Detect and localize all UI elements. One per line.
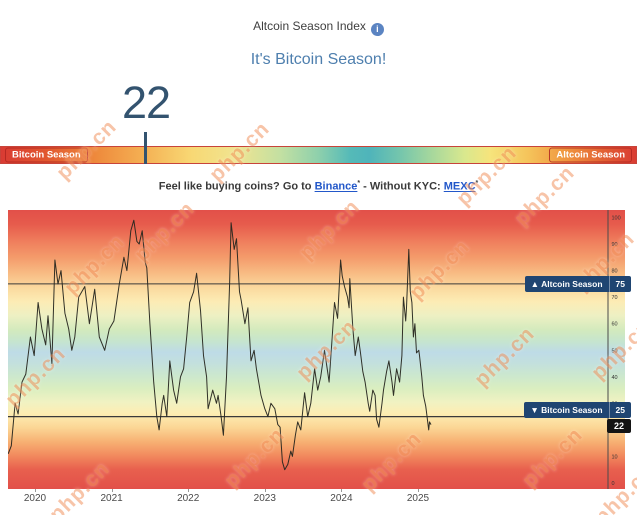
x-axis-tick xyxy=(341,489,343,492)
bitcoin-badge-value: 25 xyxy=(608,402,631,418)
mexc-link-sup: * xyxy=(475,180,479,187)
y-tick-label: 0 xyxy=(612,481,615,487)
x-axis-tick xyxy=(111,489,113,492)
y-tick-label: 60 xyxy=(612,322,618,328)
gauge-label-bitcoin-season: Bitcoin Season xyxy=(5,147,88,163)
y-tick-label: 50 xyxy=(612,348,618,354)
y-tick-label: 80 xyxy=(612,269,618,275)
mexc-link[interactable]: MEXC xyxy=(443,180,476,193)
altcoin-badge-label: ▲ Altcoin Season xyxy=(530,279,603,289)
season-gauge-bar: Bitcoin Season Altcoin Season xyxy=(0,146,637,164)
x-axis-tick xyxy=(264,489,266,492)
page-title: Altcoin Season Index xyxy=(253,19,366,33)
x-axis-year-labels: 2020 2021 2022 2023 2024 2025 xyxy=(0,489,637,507)
bitcoin-badge-label: ▼ Bitcoin Season xyxy=(530,405,603,415)
current-value-badge: 22 xyxy=(606,419,631,433)
chart-gradient-background xyxy=(8,210,625,489)
y-tick-label: 90 xyxy=(612,242,618,248)
y-tick-label: 70 xyxy=(612,295,618,301)
x-axis-year-label: 2024 xyxy=(330,493,353,504)
x-axis-tick xyxy=(418,489,419,492)
bitcoin-season-threshold-badge: ▼ Bitcoin Season 25 xyxy=(524,402,631,418)
altcoin-badge-value: 75 xyxy=(608,276,631,292)
x-axis-year-label: 2023 xyxy=(253,493,276,504)
index-series-line xyxy=(8,219,432,471)
chart-canvas: 1009080706050403020100 xyxy=(8,210,621,489)
y-tick-label: 10 xyxy=(612,454,618,460)
binance-link-sup: * xyxy=(357,180,361,187)
promo-prefix: Feel like buying coins? Go to xyxy=(158,180,315,193)
promo-middle: - Without KYC: xyxy=(360,180,444,193)
y-tick-label: 100 xyxy=(612,216,621,222)
binance-link[interactable]: Binance xyxy=(314,180,358,193)
page-title-row: Altcoin Season Index i xyxy=(0,19,637,36)
season-status-text: It's Bitcoin Season! xyxy=(250,51,387,68)
x-axis-tick xyxy=(188,489,190,492)
index-history-chart[interactable]: 1009080706050403020100 ▲ Altcoin Season … xyxy=(8,210,631,489)
exchange-promo-text: Feel like buying coins? Go to Binance* -… xyxy=(0,180,637,193)
x-axis-year-label: 2025 xyxy=(406,493,430,504)
x-axis-year-label: 2022 xyxy=(177,493,200,504)
index-current-value: 22 xyxy=(121,77,171,128)
y-tick-label: 40 xyxy=(612,375,618,381)
x-axis-year-label: 2021 xyxy=(100,493,123,504)
x-axis-tick xyxy=(35,489,36,492)
gauge-marker xyxy=(144,132,148,164)
gauge-label-altcoin-season: Altcoin Season xyxy=(549,147,632,163)
x-axis-year-label: 2020 xyxy=(23,493,47,504)
altcoin-season-threshold-badge: ▲ Altcoin Season 75 xyxy=(524,276,631,292)
info-icon[interactable]: i xyxy=(370,23,384,36)
